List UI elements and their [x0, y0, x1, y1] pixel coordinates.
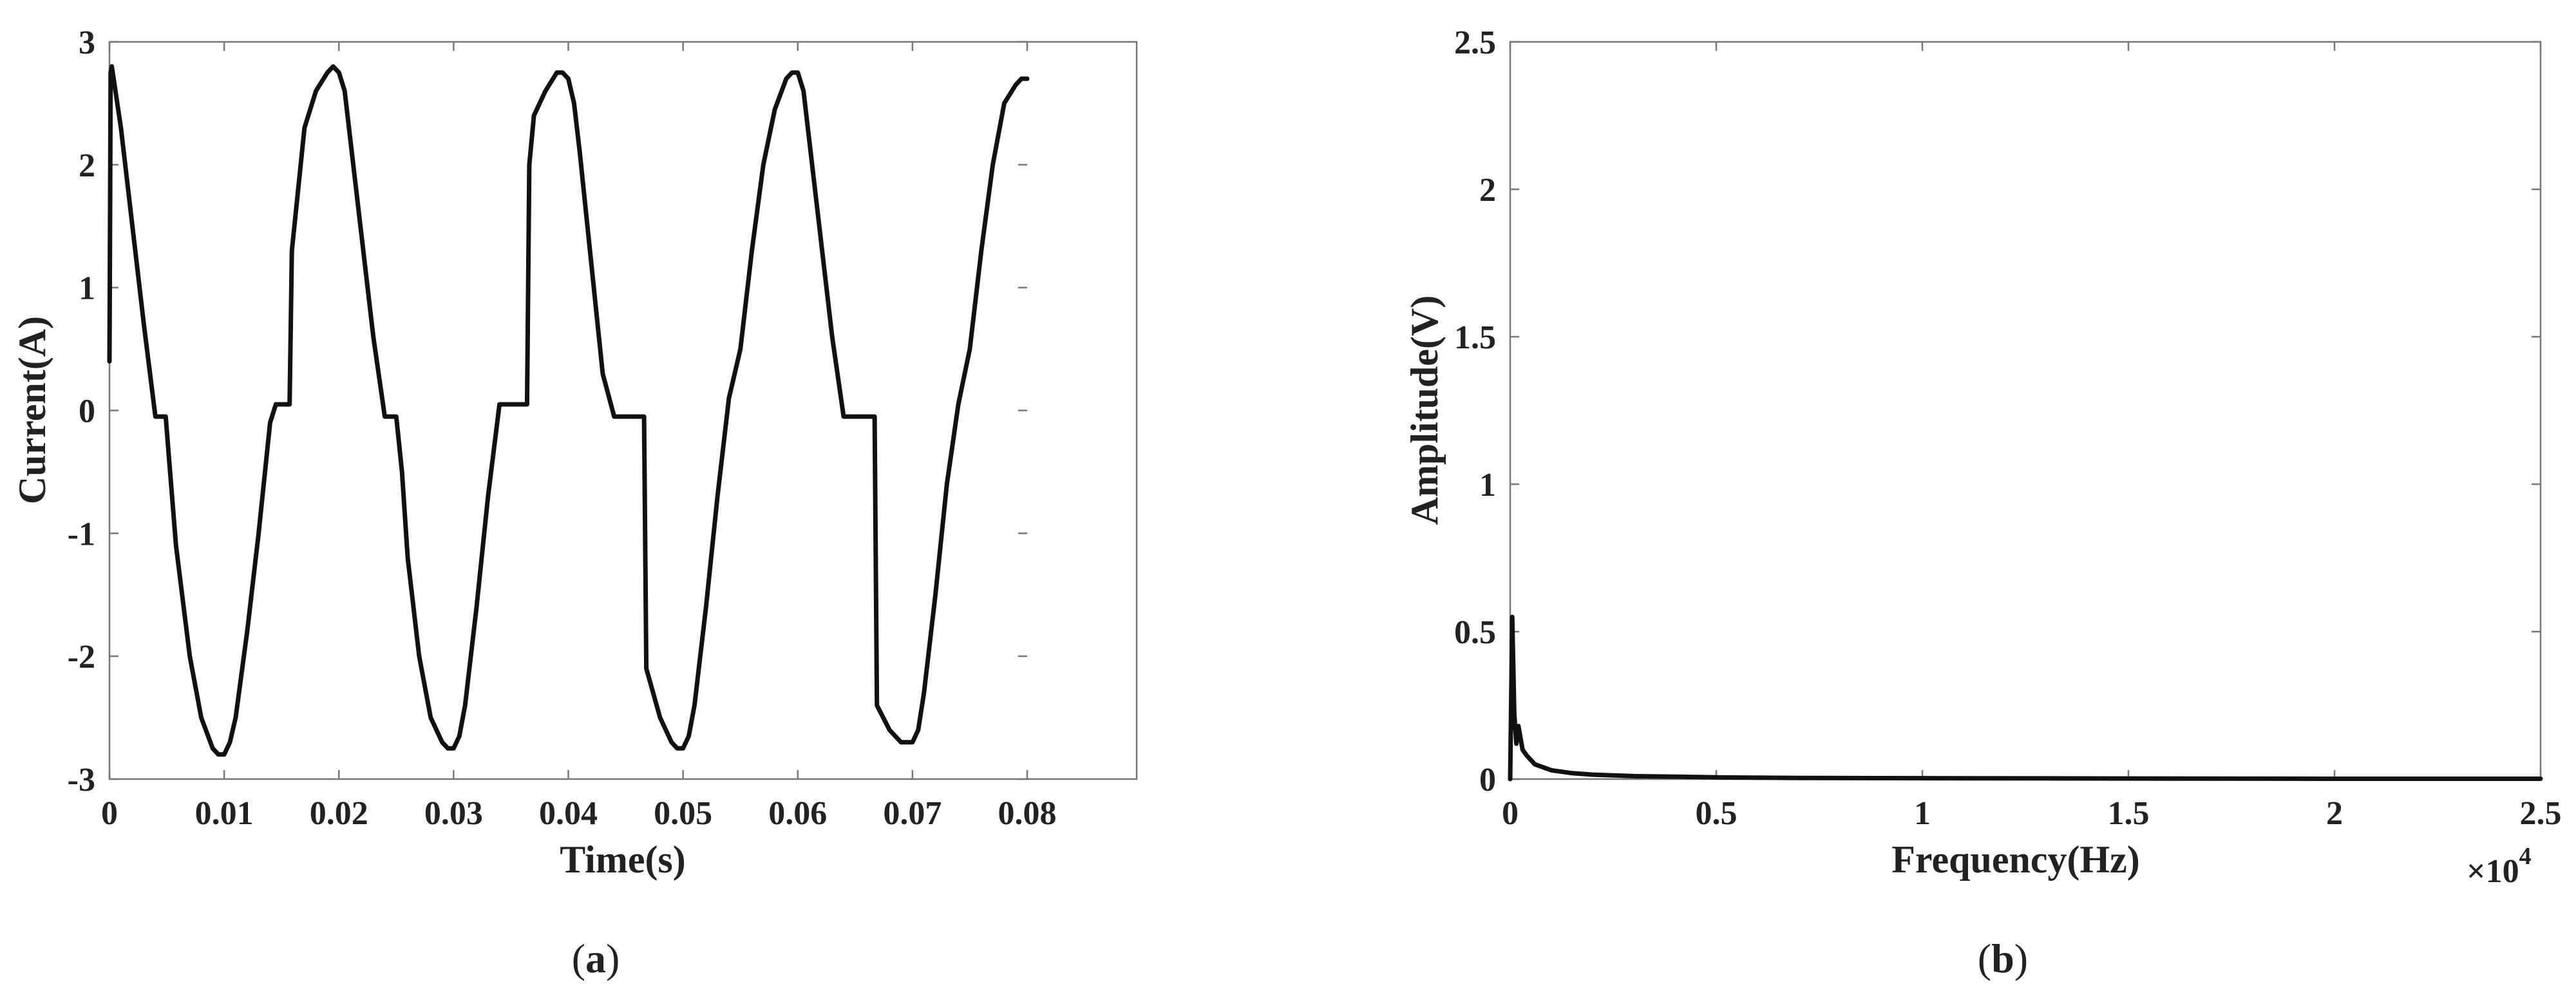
chart-a-ytick-label: 0 [79, 393, 95, 430]
chart-a-ytick-label: -2 [68, 639, 95, 675]
chart-b-ytick-label: 1.5 [1454, 319, 1496, 356]
chart-b-ticks: 0 0.5 1 1.5 2 2.5 0 0.5 1 1.5 2 2.5 [1454, 24, 2562, 832]
chart-a-frame [108, 41, 1138, 780]
chart-a-ytick-label: -1 [68, 516, 95, 552]
chart-a-xtick-label: 0.03 [424, 795, 483, 832]
chart-b-x-multiplier: ×104 [2467, 843, 2532, 890]
chart-b-ytick-label: 2.5 [1454, 24, 1496, 61]
chart-b-xtick-label: 0 [1502, 795, 1519, 832]
chart-b-xtick-label: 2.5 [2520, 795, 2562, 832]
panel-label-a: (a) [572, 936, 620, 981]
chart-a-ytick-label: -3 [68, 762, 95, 798]
chart-a-xtick-label: 0.08 [998, 795, 1057, 832]
chart-a-series [107, 64, 1030, 757]
panel-label-b: (b) [1978, 936, 2028, 981]
chart-a-xtick-label: 0.05 [654, 795, 712, 832]
chart-b-ytick-label: 0.5 [1454, 614, 1496, 651]
chart-a-xlabel: Time(s) [560, 838, 686, 881]
chart-a-ticks: 0 0.01 0.02 0.03 0.04 0.05 0.06 0.07 0.08 -3 -2 -1 0… [68, 24, 1057, 832]
chart-a-xtick-label: 0.02 [310, 795, 368, 832]
chart-b-frame [1509, 41, 2542, 780]
chart-b-xlabel: Frequency(Hz) [1891, 838, 2139, 881]
chart-a-xtick-label: 0.01 [195, 795, 254, 832]
chart-b-xtick-label: 2 [2326, 795, 2343, 832]
chart-a-xtick-label: 0.06 [768, 795, 827, 832]
chart-b-series [1508, 614, 2543, 782]
chart-b-ytick-label: 2 [1479, 172, 1496, 209]
chart-a-ylabel: Current(A) [11, 316, 53, 504]
chart-a-ytick-label: 1 [79, 270, 95, 307]
chart-b-ytick-label: 1 [1479, 467, 1496, 504]
chart-b-xtick-label: 1.5 [2108, 795, 2150, 832]
chart-a-xtick-label: 0 [101, 795, 118, 832]
chart-a: 0 0.01 0.02 0.03 0.04 0.05 0.06 0.07 0.08 -3 -2 -1 0… [11, 24, 1138, 881]
chart-a-ytick-label: 3 [79, 24, 95, 61]
chart-b-xtick-label: 1 [1914, 795, 1931, 832]
chart-a-ytick-label: 2 [79, 147, 95, 184]
chart-b: 0 0.5 1 1.5 2 2.5 0 0.5 1 1.5 2 2.5 Frequency(Hz) A… [1403, 24, 2562, 890]
chart-a-xtick-label: 0.04 [539, 795, 598, 832]
chart-a-series-line [107, 64, 1030, 757]
chart-b-ylabel: Amplitude(V) [1403, 296, 1446, 525]
chart-b-series-line [1508, 614, 2543, 782]
chart-a-xtick-label: 0.07 [883, 795, 942, 832]
chart-b-xtick-label: 0.5 [1696, 795, 1738, 832]
chart-b-ytick-label: 0 [1479, 762, 1496, 798]
